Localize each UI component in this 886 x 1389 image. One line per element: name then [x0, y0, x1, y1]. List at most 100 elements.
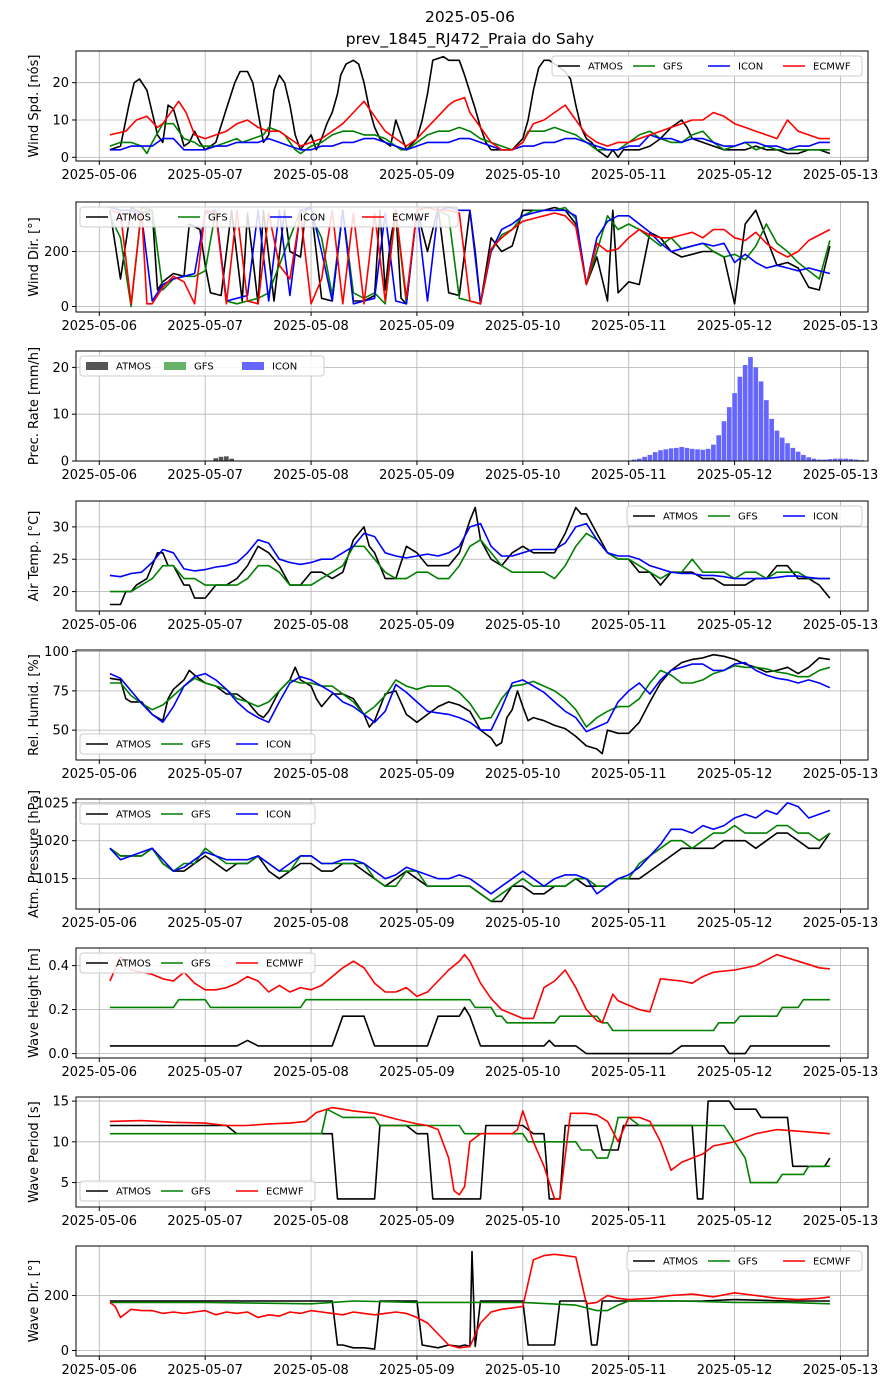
legend-label: ATMOS	[116, 213, 151, 224]
y-tick-label: 0.4	[48, 959, 69, 974]
bar-icon	[652, 452, 658, 461]
panel-5: 50 75 100 2025-05-06 2025-05-07 2025-05-08 202…	[27, 645, 878, 782]
bar-icon	[764, 400, 769, 461]
bar-icon	[827, 459, 833, 461]
y-tick-label: 20	[52, 361, 69, 376]
plot-frame	[75, 201, 869, 313]
legend-box	[79, 206, 459, 228]
legend-box	[79, 355, 325, 377]
bar-icon	[822, 459, 827, 461]
series-line-atmos	[109, 55, 831, 159]
x-tick-label: 2025-05-07	[167, 168, 243, 183]
x-tick-label: 2025-05-08	[273, 916, 349, 931]
x-tick-label: 2025-05-10	[485, 1214, 561, 1229]
legend-label: ATMOS	[663, 512, 698, 523]
x-tick-label: 2025-05-13	[803, 1363, 879, 1378]
x-tick-label: 2025-05-12	[697, 319, 773, 334]
x-tick-label: 2025-05-11	[591, 1363, 667, 1378]
y-tick-label: 50	[52, 724, 69, 739]
x-tick-label: 2025-05-12	[697, 767, 773, 782]
x-tick-label: 2025-05-13	[803, 1214, 879, 1229]
legend-box	[79, 803, 316, 825]
y-tick-label: 100	[44, 645, 69, 660]
bar-icon	[705, 448, 711, 461]
series-line-gfs	[109, 664, 831, 728]
legend-label: ATMOS	[116, 1187, 151, 1198]
y-tick-label: 10	[52, 408, 69, 423]
y-tick-label: 10	[52, 113, 69, 128]
series-line-ecmwf	[109, 96, 830, 151]
bar-icon	[816, 459, 822, 461]
legend-label: ICON	[266, 810, 291, 821]
series-line-ecmwf	[109, 953, 830, 1024]
x-tick-label: 2025-05-07	[167, 767, 243, 782]
bar-icon	[647, 454, 653, 461]
series-line-ecmwf	[109, 1106, 830, 1200]
x-tick-label: 2025-05-10	[485, 168, 561, 183]
legend-label: ATMOS	[663, 1257, 698, 1268]
legend-label: GFS	[191, 810, 211, 821]
panel-4: 20 25 30 2025-05-06 2025-05-07 2025-05-08 2025…	[27, 500, 878, 633]
legend: ATMOS GFS ICON	[79, 355, 325, 377]
bar-icon	[737, 376, 743, 461]
y-axis-label: Prec. Rate [mm/h]	[27, 347, 42, 465]
bar-icon	[742, 365, 748, 461]
x-tick-label: 2025-05-07	[167, 618, 243, 633]
y-tick-label: 20	[52, 585, 69, 600]
bar-atmos	[229, 458, 234, 461]
x-tick-label: 2025-05-13	[803, 468, 879, 483]
y-tick-label: 0.0	[48, 1047, 69, 1062]
legend: ATMOS GFS ICON	[79, 803, 316, 825]
y-axis-label: Wind Dir. [°]	[27, 217, 42, 297]
x-tick-label: 2025-05-13	[803, 168, 879, 183]
series-group	[213, 357, 864, 461]
legend-label: ECMWF	[813, 1257, 851, 1268]
panel-6: 1015 1020 1025 2025-05-06 2025-05-07 2025-05-…	[27, 790, 878, 931]
legend-label: GFS	[663, 62, 683, 73]
x-tick-label: 2025-05-08	[273, 1363, 349, 1378]
x-tick-label: 2025-05-12	[697, 168, 773, 183]
bar-icon	[758, 381, 764, 461]
x-tick-label: 2025-05-06	[62, 319, 138, 334]
bar-icon	[642, 456, 647, 461]
x-tick-label: 2025-05-11	[591, 767, 667, 782]
legend-label: ICON	[813, 512, 838, 523]
y-tick-label: 0	[61, 1344, 69, 1359]
bar-icon	[774, 430, 780, 461]
x-tick-label: 2025-05-10	[485, 618, 561, 633]
plot-frame	[75, 798, 869, 910]
series-line-ecmwf	[109, 1253, 831, 1349]
y-tick-label: 1025	[36, 796, 69, 811]
x-tick-label: 2025-05-09	[379, 1214, 455, 1229]
legend-swatch	[164, 362, 186, 370]
y-axis-label: Wave Dir. [°]	[27, 1260, 42, 1343]
bar-atmos	[218, 456, 224, 461]
series-group	[109, 1250, 831, 1350]
x-tick-label: 2025-05-11	[591, 916, 667, 931]
series-line-icon	[109, 522, 830, 580]
x-tick-label: 2025-05-06	[62, 468, 138, 483]
legend-box	[626, 505, 863, 527]
legend-label: ECMWF	[266, 1187, 304, 1198]
x-tick-label: 2025-05-06	[62, 1214, 138, 1229]
x-tick-label: 2025-05-10	[485, 468, 561, 483]
legend-label: GFS	[191, 1187, 211, 1198]
series-line-gfs	[109, 1300, 830, 1312]
y-tick-label: 0	[61, 151, 69, 166]
bar-icon	[663, 449, 669, 461]
legend-label: ECMWF	[392, 213, 430, 224]
legend-box	[551, 55, 863, 77]
x-tick-label: 2025-05-12	[697, 1065, 773, 1080]
plot-frame	[75, 1245, 869, 1357]
x-tick-label: 2025-05-09	[379, 767, 455, 782]
legend-label: ICON	[272, 362, 297, 373]
bar-icon	[769, 418, 774, 461]
x-tick-label: 2025-05-08	[273, 1214, 349, 1229]
bar-icon	[700, 449, 706, 461]
y-tick-label: 30	[52, 520, 69, 535]
x-tick-label: 2025-05-10	[485, 1363, 561, 1378]
series-line-atmos	[109, 1250, 830, 1350]
x-tick-label: 2025-05-09	[379, 1065, 455, 1080]
plot-frame	[75, 50, 869, 162]
x-tick-label: 2025-05-06	[62, 618, 138, 633]
